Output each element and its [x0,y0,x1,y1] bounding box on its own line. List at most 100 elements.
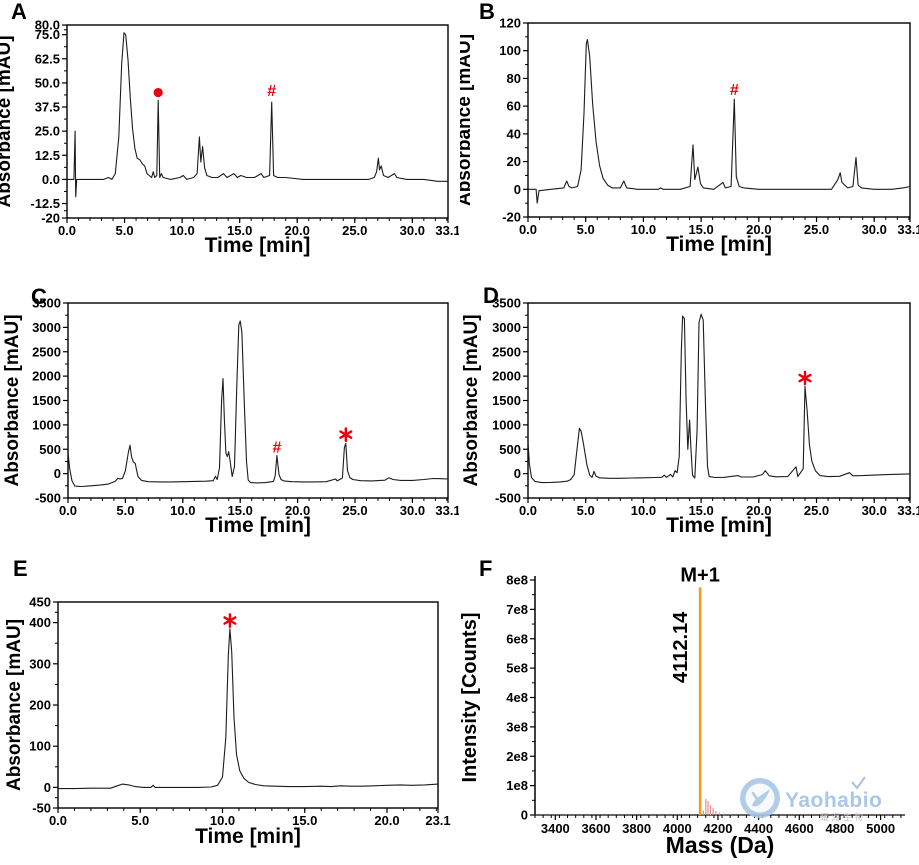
svg-text:1000: 1000 [32,417,61,432]
svg-text:M+1: M+1 [680,564,719,586]
svg-text:-12.5: -12.5 [30,196,60,211]
svg-text:30.0: 30.0 [400,503,425,518]
panel-c-chromatogram: 0.0 5.0 10.0 15.0 20.0 25.0 30.0 33.1 3500 3000 25… [2,296,459,538]
svg-text:4400: 4400 [744,821,773,836]
svg-text:8e8: 8e8 [506,573,528,588]
svg-text:50.0: 50.0 [35,75,60,90]
svg-text:5000: 5000 [866,821,895,836]
svg-text:1500: 1500 [492,393,521,408]
svg-text:-500: -500 [495,491,521,506]
svg-text:1000: 1000 [492,417,521,432]
svg-text:4000: 4000 [663,821,692,836]
panel-e-letter: E [13,556,28,581]
svg-text:20.0: 20.0 [285,223,310,238]
svg-text:5.0: 5.0 [577,222,595,237]
svg-text:Mass (Da): Mass (Da) [666,832,775,858]
svg-text:30.0: 30.0 [862,503,887,518]
svg-text:12.5: 12.5 [35,148,60,163]
svg-text:1e8: 1e8 [506,778,528,793]
svg-text:10.0: 10.0 [631,503,656,518]
svg-text:4200: 4200 [704,821,733,836]
svg-text:0: 0 [44,780,51,795]
svg-text:20.0: 20.0 [285,503,310,518]
svg-text:33.1: 33.1 [435,503,459,518]
svg-text:500: 500 [39,442,61,457]
svg-text:15.0: 15.0 [228,503,253,518]
svg-text:300: 300 [29,656,51,671]
svg-text:25.0: 25.0 [804,222,829,237]
svg-text:0: 0 [514,466,521,481]
svg-text:-50: -50 [32,801,51,816]
svg-text:Yaohabio: Yaohabio [785,789,882,812]
svg-text:33.1: 33.1 [897,222,919,237]
svg-text:25.0: 25.0 [342,503,367,518]
svg-text:5e8: 5e8 [506,661,528,676]
panel-c-letter: C [31,284,47,309]
svg-text:2500: 2500 [32,344,61,359]
svg-text:10.0: 10.0 [631,222,656,237]
svg-text:Time [min]: Time [min] [666,233,772,256]
svg-text:6e8: 6e8 [506,631,528,646]
panel-e-chromatogram: 0.0 5.0 10.0 15.0 20.0 23.1 450 400 300 200 100 0 -5… [4,595,451,849]
svg-text:3e8: 3e8 [506,719,528,734]
svg-text:#: # [730,82,739,99]
panel-f-mass-spectrum: 3400 3600 3800 4000 4200 4400 4600 4800 5000 8e8 7… [460,564,905,858]
svg-text:120: 120 [499,16,521,31]
svg-text:Intensity [Counts]: Intensity [Counts] [460,613,481,783]
svg-text:75.0: 75.0 [35,27,60,42]
svg-text:25.0: 25.0 [804,503,829,518]
svg-text:Time [min]: Time [min] [666,514,772,537]
svg-text:3000: 3000 [32,320,61,335]
svg-text:Absorbance [mAU]: Absorbance [mAU] [460,34,475,206]
svg-text:0.0: 0.0 [519,503,537,518]
svg-text:0: 0 [521,808,528,823]
svg-text:3600: 3600 [582,821,611,836]
svg-text:20.0: 20.0 [374,813,399,828]
svg-text:#: # [272,440,281,457]
svg-text:Time [min]: Time [min] [205,234,311,257]
panel-b-letter: B [479,0,495,24]
svg-text:25.0: 25.0 [342,223,367,238]
svg-text:200: 200 [29,698,51,713]
svg-text:5.0: 5.0 [131,813,149,828]
svg-text:100: 100 [499,43,521,58]
panel-f-letter: F [479,556,493,581]
svg-text:5.0: 5.0 [116,223,134,238]
svg-text:10.0: 10.0 [210,813,235,828]
svg-text:62.5: 62.5 [35,51,60,66]
svg-text:10.0: 10.0 [170,503,195,518]
svg-text:5.0: 5.0 [577,503,595,518]
svg-text:0.0: 0.0 [519,222,537,237]
svg-text:37.5: 37.5 [35,100,60,115]
svg-text:-20: -20 [41,211,60,226]
svg-text:Absorbance [mAU]: Absorbance [mAU] [4,619,25,791]
svg-text:20: 20 [507,154,521,169]
svg-text:Time [min]: Time [min] [205,514,311,537]
svg-text:0: 0 [514,182,521,197]
svg-text:7e8: 7e8 [506,602,528,617]
svg-text:2500: 2500 [492,344,521,359]
panel-d-chromatogram: 0.0 5.0 10.0 15.0 20.0 25.0 30.0 33.1 3500 3000 25… [461,296,919,538]
svg-text:3800: 3800 [622,821,651,836]
svg-text:4800: 4800 [825,821,854,836]
svg-text:1500: 1500 [32,393,61,408]
svg-text:2000: 2000 [492,369,521,384]
svg-text:60: 60 [507,99,521,114]
svg-text:33.1: 33.1 [435,223,459,238]
svg-text:Time [min]: Time [min] [195,825,301,848]
svg-text:450: 450 [29,595,51,610]
svg-text:0.0: 0.0 [58,223,76,238]
svg-text:4112.14: 4112.14 [670,611,692,683]
panel-a-letter: A [11,0,27,24]
panel-d-letter: D [483,283,499,308]
svg-text:Absorbance [mAU]: Absorbance [mAU] [461,314,482,486]
svg-text:0.0: 0.0 [42,172,60,187]
svg-text:-20: -20 [502,210,521,225]
svg-text:#: # [267,83,276,100]
svg-text:80: 80 [507,71,521,86]
svg-text:30.0: 30.0 [400,223,425,238]
svg-text:3000: 3000 [492,320,521,335]
svg-text:80.0: 80.0 [35,18,60,33]
svg-text:0: 0 [54,466,61,481]
svg-text:40: 40 [507,126,521,141]
